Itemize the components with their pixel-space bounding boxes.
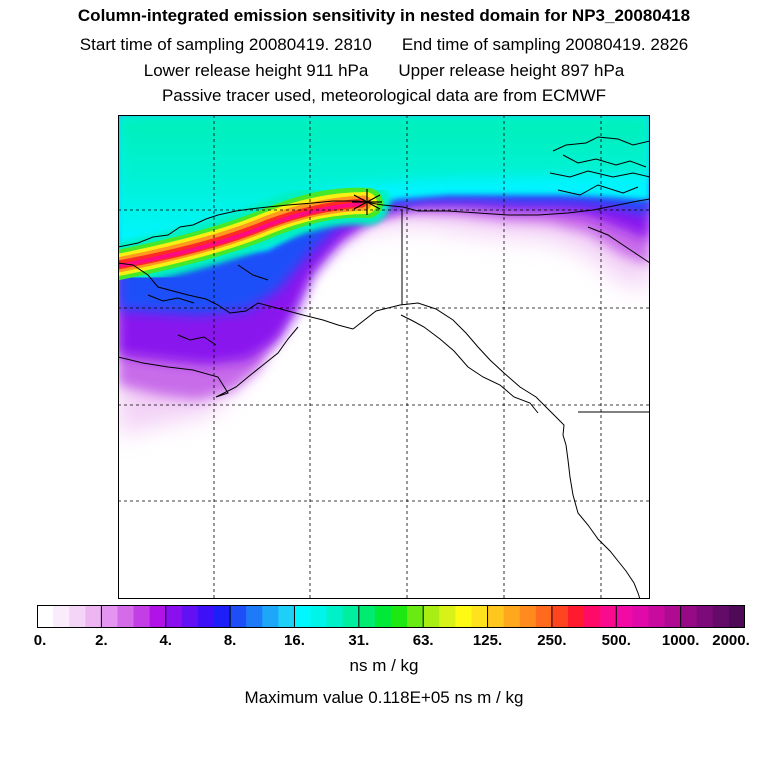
colorbar-cell [294, 605, 311, 628]
colorbar-cell [326, 605, 344, 628]
end-sampling-text: End time of sampling 20080419. 2826 [401, 35, 689, 54]
colorbar-cell [584, 605, 601, 628]
colorbar-tick-label: 31. [348, 632, 370, 649]
sampling-times: Start time of sampling 20080419. 2810 End… [0, 35, 768, 55]
colorbar-cell [616, 605, 633, 628]
colorbar-cell [712, 605, 730, 628]
colorbar-cell [149, 605, 167, 628]
colorbar-cell [53, 605, 70, 628]
lower-release-text: Lower release height 911 hPa [143, 61, 369, 80]
map-frame [118, 115, 650, 599]
colorbar-cell [664, 605, 682, 628]
colorbar-cell [439, 605, 456, 628]
colorbar-cell [358, 605, 376, 628]
colorbar-tick-label: 16. [284, 632, 305, 649]
colorbar-frame [37, 605, 745, 628]
colorbar-cell [680, 605, 698, 628]
colorbar-cell [487, 605, 505, 628]
tracer-note: Passive tracer used, meteorological data… [161, 86, 607, 105]
colorbar-tick-label: 8. [223, 632, 237, 649]
colorbar-tick-label: 2000. [712, 632, 750, 649]
colorbar-cell [85, 605, 102, 628]
figure-title: Column-integrated emission sensitivity i… [77, 6, 691, 25]
colorbar-cell [278, 605, 295, 628]
colorbar-cell [728, 605, 745, 628]
coastlines [118, 136, 650, 599]
colorbar-cell [310, 605, 328, 628]
colorbar-cell [181, 605, 199, 628]
colorbar-cell [133, 605, 151, 628]
colorbar-cell [165, 605, 183, 628]
emission-plume [118, 180, 390, 287]
colorbar-cell [117, 605, 134, 628]
colorbar-cell [632, 605, 649, 628]
colorbar-cell [471, 605, 488, 628]
colorbar-tick-label: 4. [159, 632, 172, 649]
sensitivity-field [118, 115, 650, 435]
colorbar-cell [37, 605, 54, 628]
release-point-marker [352, 189, 382, 215]
colorbar-tick-label: 250. [537, 632, 567, 649]
colorbar-cell [535, 605, 553, 628]
colorbar-cell [342, 605, 360, 628]
release-heights: Lower release height 911 hPa Upper releas… [0, 61, 768, 81]
colorbar-cells [37, 605, 745, 628]
colorbar-tick-label: 2. [95, 632, 108, 649]
lat-lon-grid [118, 115, 650, 599]
colorbar-cell [214, 605, 231, 628]
colorbar-cell [69, 605, 86, 628]
colorbar-cell [230, 605, 247, 628]
colorbar-cell [407, 605, 424, 628]
colorbar-cell [246, 605, 263, 628]
colorbar-cell [648, 605, 665, 628]
colorbar [37, 605, 745, 628]
colorbar-cell [503, 605, 521, 628]
colorbar-tick-label: 0. [33, 632, 47, 649]
colorbar-cell [519, 605, 537, 628]
colorbar-tick-label: 1000. [661, 632, 700, 649]
colorbar-cell [455, 605, 472, 628]
sensitivity-map [118, 115, 650, 599]
colorbar-cell [600, 605, 617, 628]
colorbar-cell [391, 605, 408, 628]
colorbar-cell [101, 605, 118, 628]
colorbar-cell [696, 605, 714, 628]
political-borders [401, 210, 650, 413]
colorbar-cell [262, 605, 279, 628]
colorbar-cell [423, 605, 440, 628]
start-sampling-text: Start time of sampling 20080419. 2810 [79, 35, 372, 54]
colorbar-cell [568, 605, 585, 628]
colorbar-cell [197, 605, 215, 628]
colorbar-cell [551, 605, 569, 628]
maximum-value-text: Maximum value 0.118E+05 ns m / kg [244, 688, 524, 707]
colorbar-ticks [100, 605, 682, 628]
colorbar-tick-label: 125. [472, 632, 503, 649]
colorbar-tick-label: 63. [412, 632, 434, 649]
upper-release-text: Upper release height 897 hPa [398, 61, 625, 80]
colorbar-unit: ns m / kg [349, 656, 419, 675]
colorbar-tick-label: 500. [601, 632, 631, 649]
colorbar-cell [374, 605, 392, 628]
